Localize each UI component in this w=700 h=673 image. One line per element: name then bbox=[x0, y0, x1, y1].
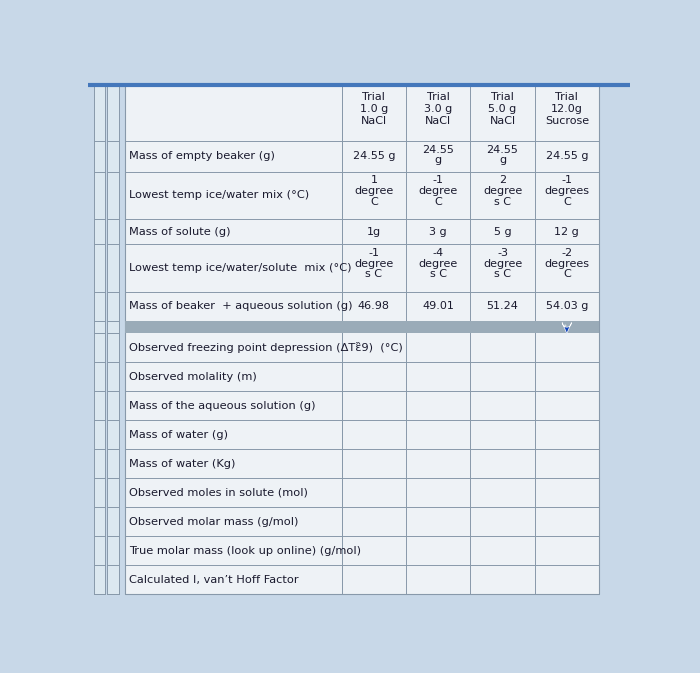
Text: s C: s C bbox=[494, 269, 511, 279]
Text: 3 g: 3 g bbox=[429, 227, 447, 237]
Text: NaCl: NaCl bbox=[489, 116, 516, 126]
Text: Lowest temp ice/water mix (°C): Lowest temp ice/water mix (°C) bbox=[130, 190, 309, 201]
Bar bbox=[125, 85, 599, 594]
Text: -3: -3 bbox=[497, 248, 508, 258]
Text: 1g: 1g bbox=[367, 227, 381, 237]
Text: Mass of solute (g): Mass of solute (g) bbox=[130, 227, 231, 237]
Text: s C: s C bbox=[365, 269, 382, 279]
Text: 54.03 g: 54.03 g bbox=[546, 302, 588, 312]
Text: degree: degree bbox=[354, 258, 393, 269]
Text: degree: degree bbox=[354, 186, 393, 197]
Text: degrees: degrees bbox=[545, 258, 589, 269]
Text: C: C bbox=[563, 269, 570, 279]
Text: 2: 2 bbox=[499, 176, 506, 186]
Text: 24.55: 24.55 bbox=[422, 145, 454, 155]
Text: s C: s C bbox=[494, 197, 511, 207]
Text: 24.55: 24.55 bbox=[486, 145, 519, 155]
Text: NaCl: NaCl bbox=[425, 116, 452, 126]
Bar bbox=[94, 85, 105, 594]
Text: Observed molar mass (g/mol): Observed molar mass (g/mol) bbox=[130, 517, 299, 527]
Text: Sucrose: Sucrose bbox=[545, 116, 589, 126]
Text: 46.98: 46.98 bbox=[358, 302, 390, 312]
Text: Mass of water (g): Mass of water (g) bbox=[130, 430, 228, 440]
Text: 24.55 g: 24.55 g bbox=[353, 151, 395, 162]
Text: degree: degree bbox=[483, 258, 522, 269]
Text: 12.0g: 12.0g bbox=[551, 104, 583, 114]
Bar bbox=[107, 85, 118, 594]
Text: g: g bbox=[499, 155, 506, 166]
Circle shape bbox=[564, 324, 566, 327]
Text: Trial: Trial bbox=[555, 92, 578, 102]
Text: -1: -1 bbox=[433, 176, 444, 186]
Text: 5.0 g: 5.0 g bbox=[489, 104, 517, 114]
Text: Trial: Trial bbox=[491, 92, 514, 102]
Bar bbox=[125, 85, 599, 594]
PathPatch shape bbox=[562, 322, 571, 334]
Text: C: C bbox=[434, 197, 442, 207]
Text: 24.55 g: 24.55 g bbox=[545, 151, 588, 162]
Text: Observed molality (m): Observed molality (m) bbox=[130, 371, 257, 382]
Text: NaCl: NaCl bbox=[360, 116, 387, 126]
Text: -4: -4 bbox=[433, 248, 444, 258]
Text: Trial: Trial bbox=[427, 92, 449, 102]
Text: 51.24: 51.24 bbox=[486, 302, 519, 312]
Text: 1.0 g: 1.0 g bbox=[360, 104, 388, 114]
Text: s C: s C bbox=[430, 269, 447, 279]
Text: -2: -2 bbox=[561, 248, 573, 258]
Text: -1: -1 bbox=[561, 176, 573, 186]
Text: 5 g: 5 g bbox=[494, 227, 511, 237]
Text: 1: 1 bbox=[370, 176, 377, 186]
Text: Mass of water (Kg): Mass of water (Kg) bbox=[130, 459, 236, 469]
Text: Lowest temp ice/water/solute  mix (°C): Lowest temp ice/water/solute mix (°C) bbox=[130, 263, 352, 273]
Bar bbox=[125, 321, 599, 333]
Text: C: C bbox=[563, 197, 570, 207]
Text: C: C bbox=[370, 197, 378, 207]
Text: degrees: degrees bbox=[545, 186, 589, 197]
Text: -1: -1 bbox=[368, 248, 379, 258]
Text: g: g bbox=[435, 155, 442, 166]
Text: 49.01: 49.01 bbox=[422, 302, 454, 312]
Text: Observed freezing point depression (ΔTἒ9)  (°C): Observed freezing point depression (ΔTἒ9… bbox=[130, 343, 403, 353]
Text: 12 g: 12 g bbox=[554, 227, 579, 237]
Text: Observed moles in solute (mol): Observed moles in solute (mol) bbox=[130, 488, 308, 498]
Text: Mass of beaker  + aqueous solution (g): Mass of beaker + aqueous solution (g) bbox=[130, 302, 353, 312]
Text: Mass of empty beaker (g): Mass of empty beaker (g) bbox=[130, 151, 275, 162]
Text: Trial: Trial bbox=[363, 92, 385, 102]
Text: degree: degree bbox=[419, 186, 458, 197]
Text: degree: degree bbox=[483, 186, 522, 197]
Text: True molar mass (look up online) (g/mol): True molar mass (look up online) (g/mol) bbox=[130, 546, 361, 556]
Text: Mass of the aqueous solution (g): Mass of the aqueous solution (g) bbox=[130, 401, 316, 411]
Text: Calculated Ι, van’t Hoff Factor: Calculated Ι, van’t Hoff Factor bbox=[130, 575, 299, 585]
Text: degree: degree bbox=[419, 258, 458, 269]
Text: 3.0 g: 3.0 g bbox=[424, 104, 452, 114]
